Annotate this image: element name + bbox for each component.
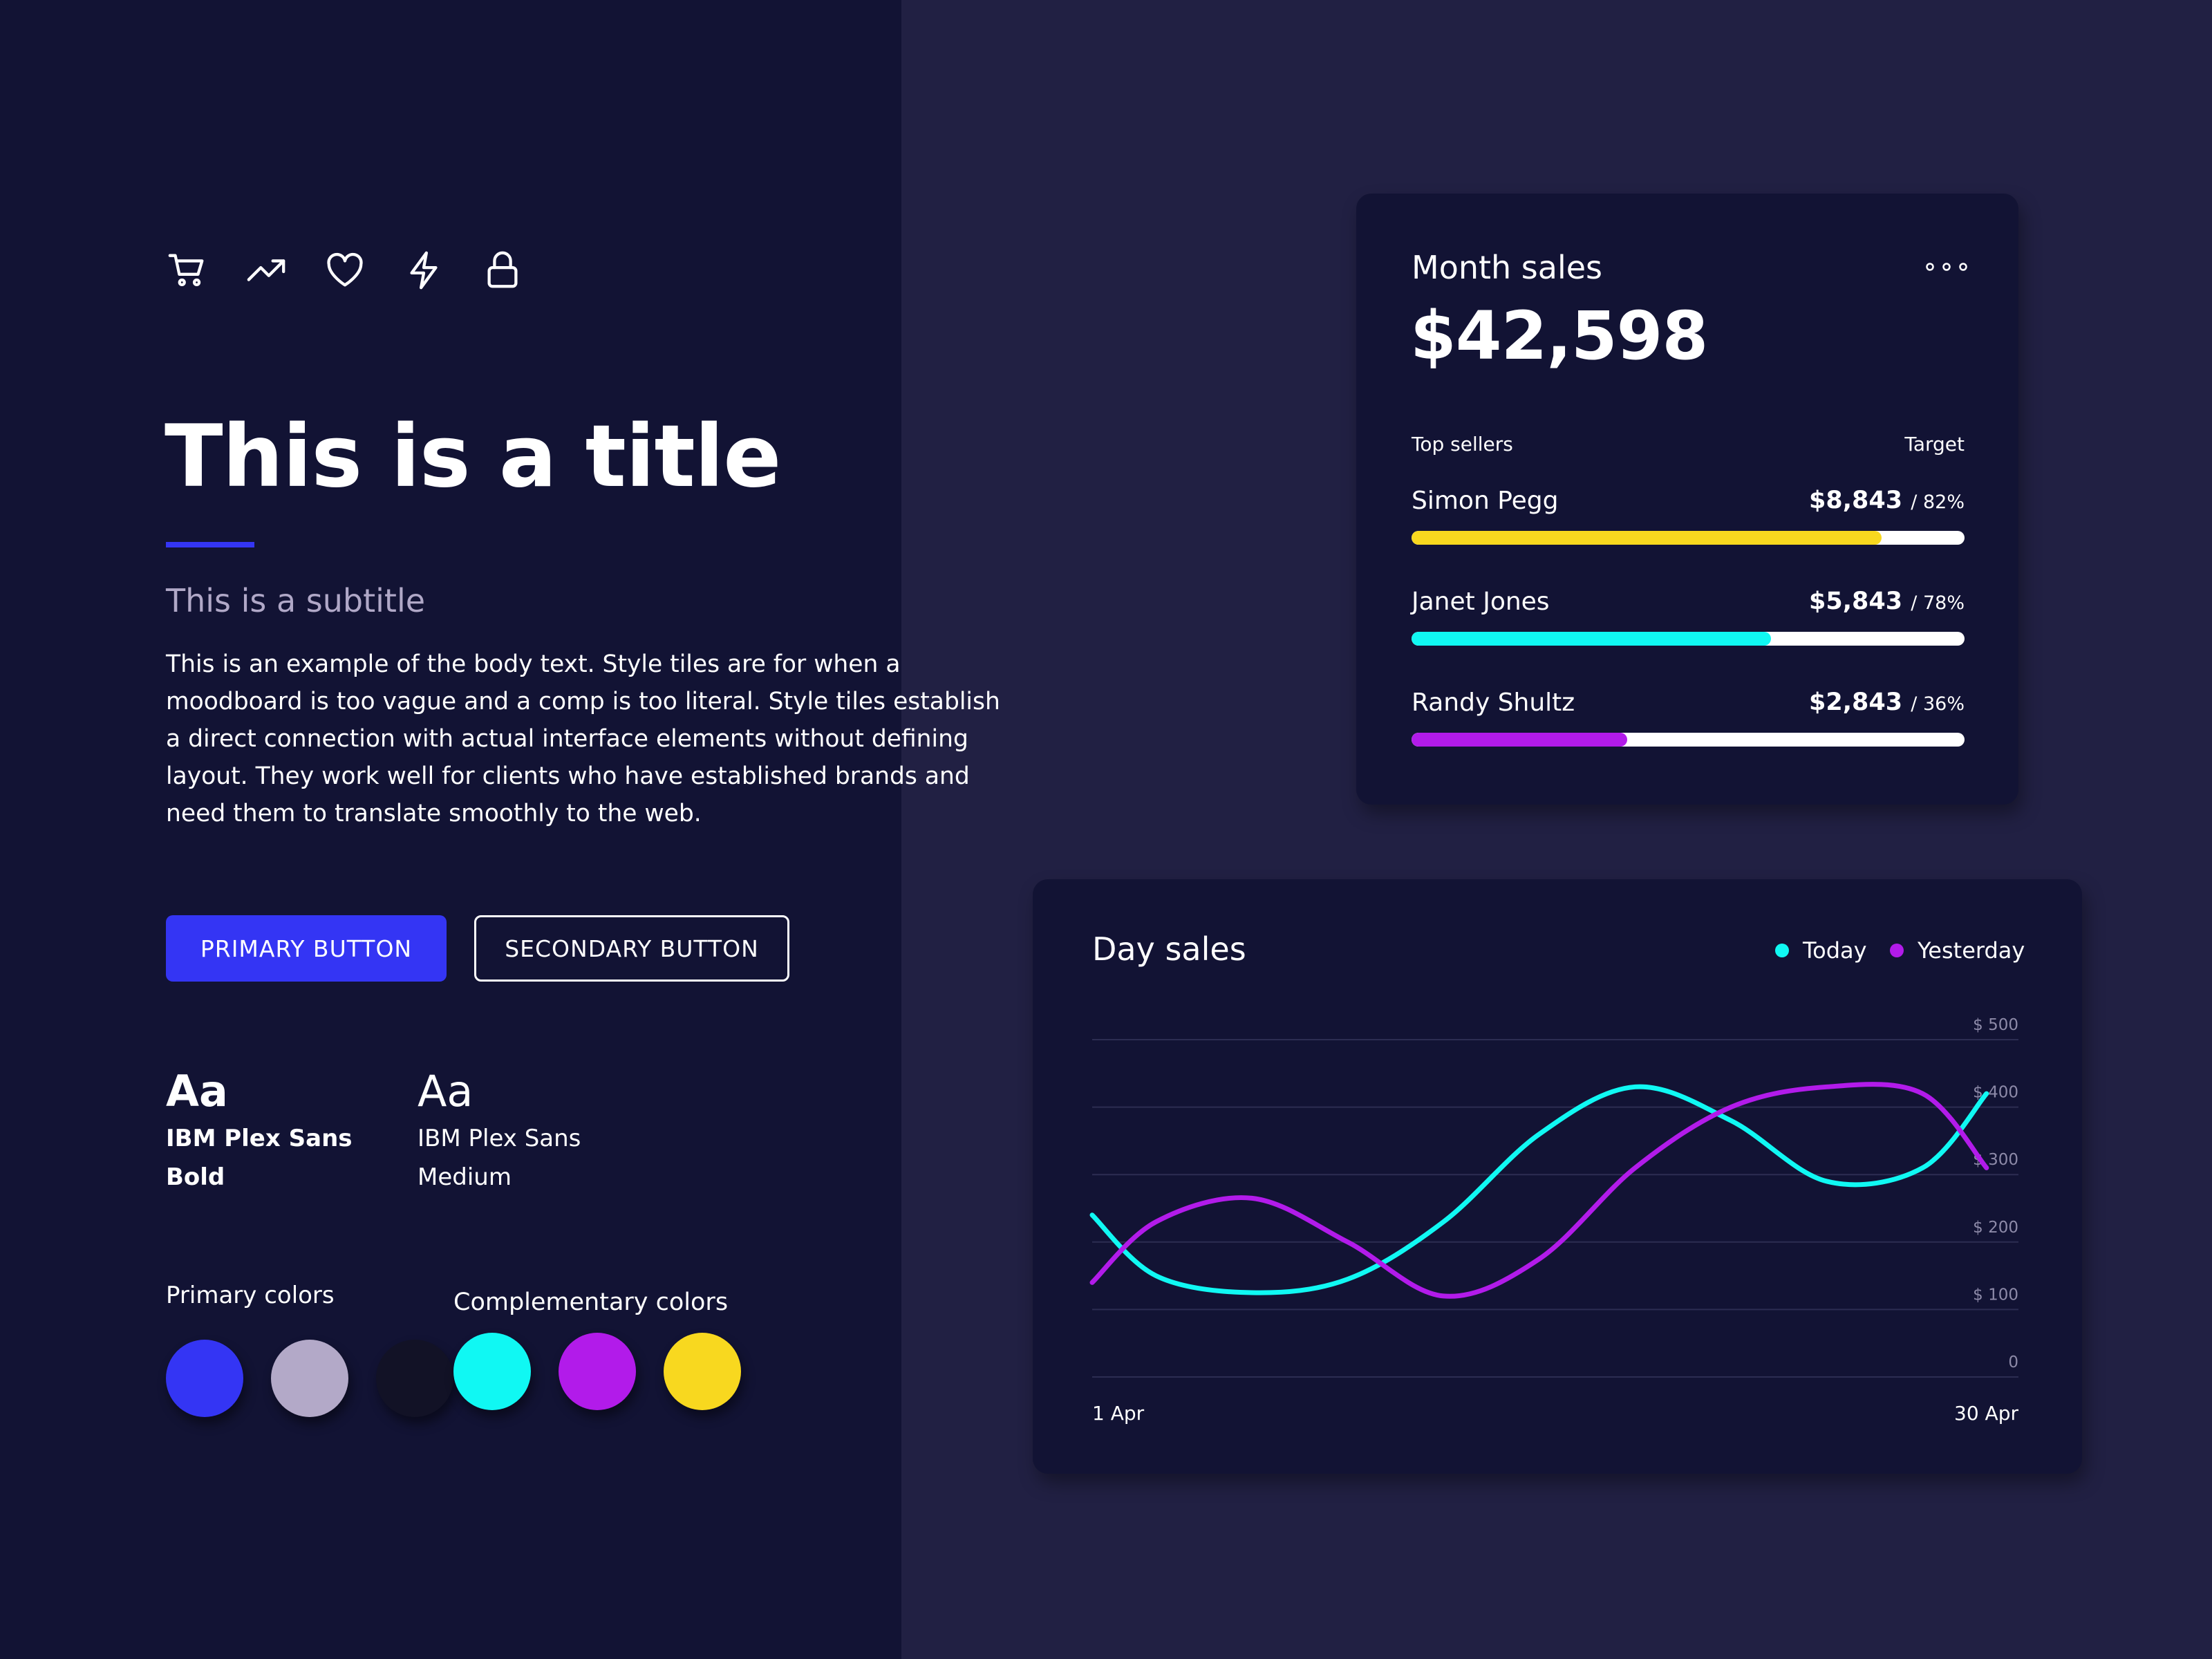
seller-progress-fill [1412,632,1771,646]
seller-name: Simon Pegg [1412,487,1559,515]
seller-name: Janet Jones [1412,588,1550,616]
legend-dot [1890,944,1904,957]
font-sample-bold: Aa IBM Plex Sans Bold [166,1067,353,1193]
more-options-icon[interactable] [1924,260,1969,274]
font-sample-weight: Bold [166,1163,225,1191]
primary-button[interactable]: PRIMARY BUTTON [166,915,447,982]
legend-dot [1775,944,1789,957]
color-swatch-complementary-2 [559,1333,636,1410]
seller-target-percent: / 78% [1911,592,1965,614]
x-tick-label: 30 Apr [1954,1402,2018,1425]
chart-title: Day sales [1092,930,1246,968]
seller-target-percent: / 82% [1911,491,1965,513]
seller-progress-bar [1412,632,1965,646]
color-swatch-primary-1 [166,1340,243,1417]
x-tick-label: 1 Apr [1092,1402,1145,1425]
month-sales-title: Month sales [1412,249,1602,286]
seller-amount: $2,843 / 36% [1809,688,1965,716]
cart-icon[interactable] [166,249,209,292]
font-sample-glyphs: Aa [418,1066,474,1116]
y-tick-label: $ 100 [1973,1286,2018,1304]
font-sample-glyphs: Aa [166,1066,228,1116]
series-line-yesterday [1089,1082,1989,1299]
color-swatch-primary-2 [271,1340,348,1417]
secondary-button[interactable]: SECONDARY BUTTON [474,915,789,982]
legend-label: Today [1803,937,1867,964]
seller-progress-bar [1412,531,1965,545]
seller-row: Janet Jones $5,843 / 78% [1412,588,1965,664]
seller-amount: $8,843 / 82% [1809,487,1965,514]
font-sample-name: IBM Plex Sans [418,1125,581,1152]
seller-row: Simon Pegg $8,843 / 82% [1412,487,1965,563]
lightning-icon[interactable] [402,249,445,292]
heart-icon[interactable] [324,249,366,292]
lock-icon[interactable] [481,249,524,292]
primary-colors-label: Primary colors [166,1282,335,1309]
seller-amount: $5,843 / 78% [1809,588,1965,615]
seller-amount-value: $2,843 [1809,688,1903,716]
complementary-colors-label: Complementary colors [453,1288,729,1316]
seller-row: Randy Shultz $2,843 / 36% [1412,688,1965,765]
font-sample-weight: Medium [418,1163,512,1191]
color-swatch-complementary-1 [453,1333,531,1410]
color-swatch-complementary-3 [664,1333,741,1410]
page-subtitle: This is a subtitle [166,582,426,619]
target-label: Target [1904,433,1965,456]
font-sample-medium: Aa IBM Plex Sans Medium [418,1067,581,1193]
y-tick-label: $ 200 [1973,1219,2018,1237]
color-swatch-primary-3 [376,1340,453,1417]
seller-amount-value: $8,843 [1809,487,1903,514]
seller-progress-fill [1412,733,1627,747]
series-line-today [1089,1084,1989,1295]
trending-up-icon[interactable] [245,249,288,292]
y-tick-label: $ 500 [1973,1016,2018,1034]
y-tick-label: 0 [2008,1353,2018,1371]
day-sales-card: $ 500 $ 400 $ 300 $ 200 $ 100 0 1 Apr 30 Apr Da… [1033,879,2082,1474]
seller-name: Randy Shultz [1412,688,1575,717]
legend-item-today: Today [1775,937,1867,964]
title-underline [166,542,254,547]
legend-label: Yesterday [1918,937,2025,964]
top-sellers-label: Top sellers [1412,433,1513,456]
legend-item-yesterday: Yesterday [1890,937,2025,964]
seller-amount-value: $5,843 [1809,588,1903,615]
icon-row [166,249,524,292]
seller-progress-fill [1412,531,1882,545]
page-title: This is a title [165,407,781,507]
font-sample-name: IBM Plex Sans [166,1125,353,1152]
seller-target-percent: / 36% [1911,693,1965,715]
seller-progress-bar [1412,733,1965,747]
body-text: This is an example of the body text. Sty… [166,650,1000,827]
month-sales-amount: $42,598 [1410,297,1708,375]
month-sales-card: Month sales $42,598 Top sellers Target S… [1356,194,2018,805]
